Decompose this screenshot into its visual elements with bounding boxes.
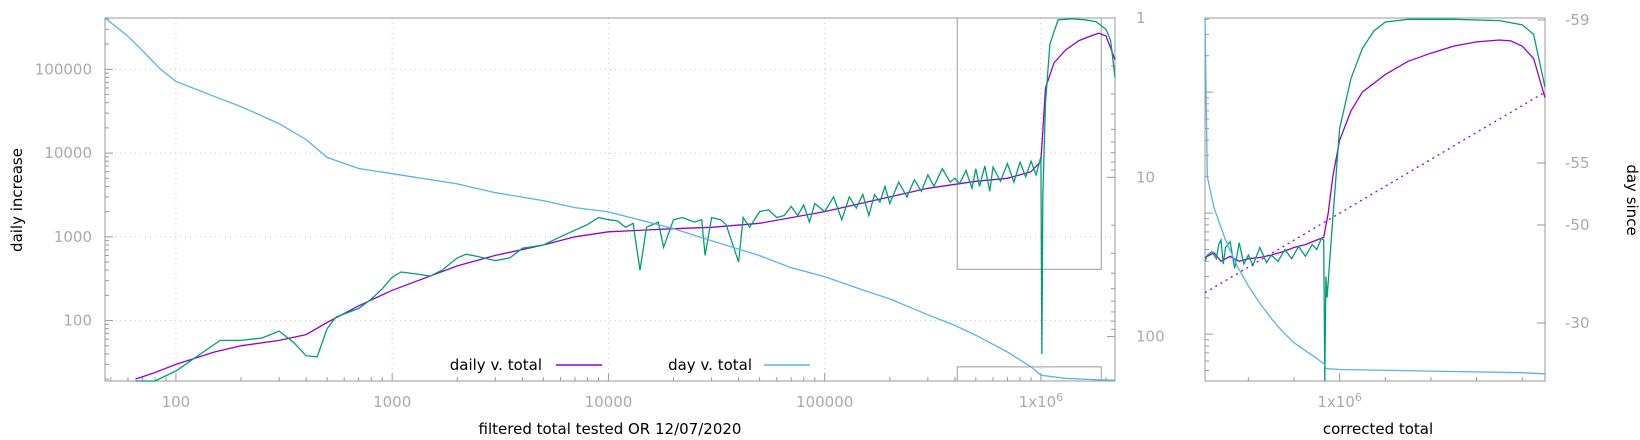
main-x-tick-sup: 6 [1056, 391, 1063, 404]
inset-x-tick-label: 1x106 [1317, 391, 1362, 411]
main-plot-frame [104, 17, 1116, 382]
inset-chart: 1x106 -59 -55 -50 -30 corrected total day si… [1204, 11, 1640, 438]
inset-series-line-1 [1204, 18, 1546, 382]
main-grid [105, 18, 1115, 381]
main-x-tick-label: 10000 [585, 393, 633, 411]
main-x-tick-label: 1x106 [1019, 391, 1064, 411]
main-y-tick-label: 1000 [54, 228, 92, 246]
main-y-tick-label: 100 [63, 312, 92, 330]
main-x-tick-label: 1000 [373, 393, 411, 411]
main-x-axis-title: filtered total tested OR 12/07/2020 [479, 420, 742, 438]
inset-y2-tick-label: -50 [1565, 216, 1590, 234]
legend-label-day-v-total: day v. total [668, 356, 752, 374]
inset-x-tick-sup: 6 [1355, 391, 1362, 404]
main-y-axis-title: daily increase [8, 148, 26, 252]
main-series-line-1 [135, 18, 1116, 382]
main-y2-tick-label: 1 [1136, 9, 1146, 27]
inset-x-axis-title: corrected total [1323, 420, 1433, 438]
main-series-line-0 [135, 32, 1116, 380]
inset-y2-tick-label: -59 [1565, 11, 1590, 29]
zoom-rectangle [956, 366, 1102, 382]
inset-y2-tick-label: -55 [1565, 154, 1590, 172]
main-series-line-2 [104, 17, 1116, 381]
inset-plot-frame [1204, 17, 1546, 382]
inset-series-line-2 [1204, 91, 1546, 294]
main-y-tick-label: 10000 [44, 144, 92, 162]
main-y-tick-label: 100000 [35, 60, 92, 78]
legend-label-daily-v-total: daily v. total [450, 356, 542, 374]
inset-series-line-0 [1204, 39, 1546, 263]
main-zoom-rectangles [956, 17, 1102, 382]
main-y2-tick-label: 10 [1136, 168, 1155, 186]
inset-series [1204, 17, 1546, 382]
main-series [104, 17, 1116, 382]
inset-series-line-3 [1204, 17, 1546, 375]
inset-y2-axis-title: day since [1623, 164, 1640, 235]
main-y2-tick-label: 100 [1136, 328, 1165, 346]
inset-y2-tick-label: -30 [1565, 314, 1590, 332]
main-axis-ticks: 100 1000 10000 100000 1x106 100 1000 10000 10000… [35, 9, 1165, 411]
main-x-tick-label: 100 [162, 393, 191, 411]
main-chart: 100 1000 10000 100000 1x106 100 1000 10000 10000… [8, 9, 1165, 438]
main-x-tick-label: 100000 [796, 393, 853, 411]
zoom-rectangle [956, 17, 1102, 270]
inset-axis-ticks: 1x106 -59 -55 -50 -30 [1205, 11, 1590, 411]
legend: daily v. total day v. total [450, 356, 810, 374]
